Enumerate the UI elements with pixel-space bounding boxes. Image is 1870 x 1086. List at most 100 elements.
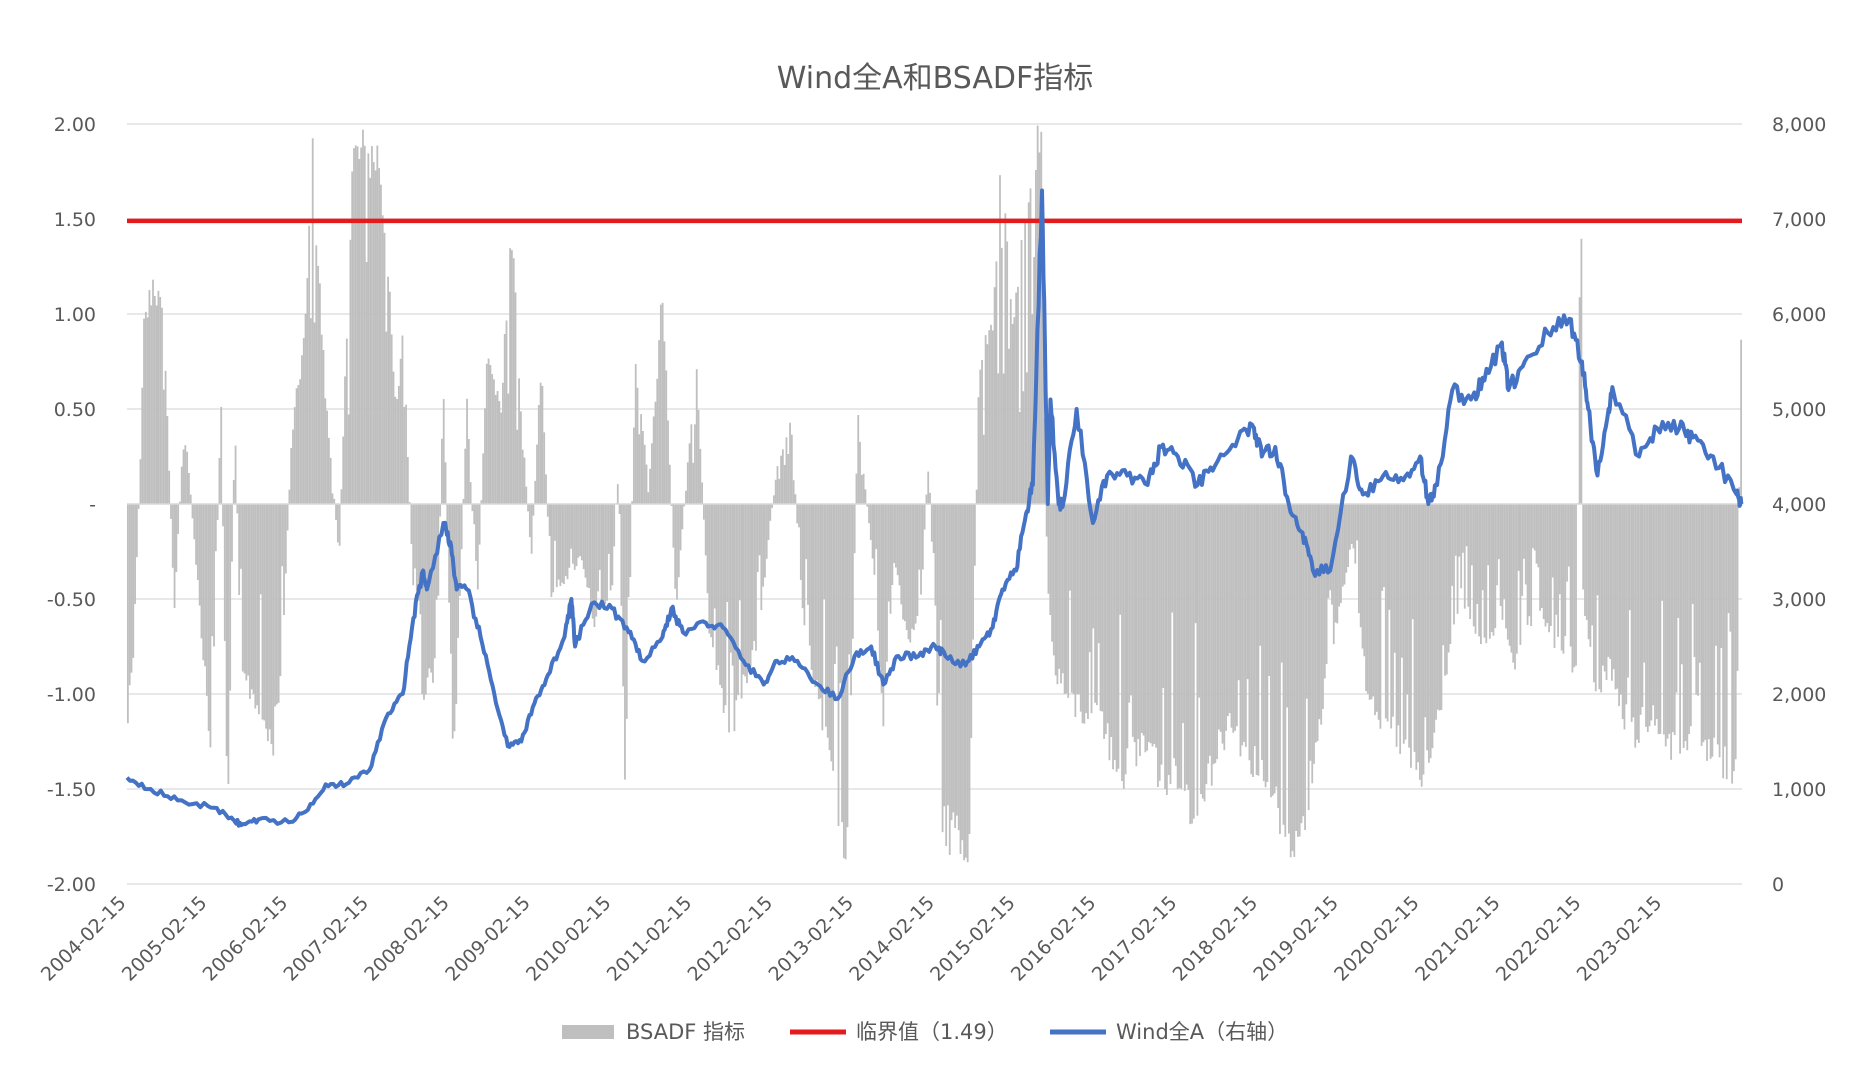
bsadf-bar bbox=[1569, 504, 1572, 647]
bsadf-bar bbox=[238, 504, 241, 596]
bsadf-bar bbox=[1088, 504, 1091, 653]
bsadf-bar bbox=[1584, 504, 1586, 616]
bsadf-bar bbox=[1686, 504, 1689, 751]
x-tick-label: 2010-02-15 bbox=[522, 892, 616, 986]
bsadf-bar bbox=[790, 434, 793, 504]
bsadf-bar bbox=[1300, 504, 1303, 824]
bsadf-bar bbox=[511, 250, 513, 504]
bsadf-bar bbox=[457, 504, 459, 638]
bsadf-bar bbox=[1418, 504, 1421, 780]
bsadf-bar bbox=[161, 307, 163, 504]
bsadf-bar bbox=[1318, 504, 1321, 720]
bsadf-bar bbox=[699, 448, 702, 504]
bsadf-bar bbox=[839, 504, 842, 684]
bsadf-bar bbox=[257, 504, 260, 715]
bsadf-bar bbox=[1325, 504, 1328, 664]
bsadf-bar bbox=[1221, 504, 1224, 744]
bsadf-bar bbox=[1349, 504, 1351, 550]
bsadf-bar bbox=[1650, 504, 1653, 721]
bsadf-bar bbox=[634, 364, 637, 504]
bsadf-bar bbox=[279, 504, 282, 677]
bsadf-bar bbox=[1031, 314, 1034, 504]
bsadf-bar bbox=[966, 504, 969, 863]
bsadf-bar bbox=[1528, 504, 1531, 617]
bsadf-bar bbox=[1076, 504, 1079, 695]
bsadf-bar bbox=[1183, 504, 1186, 791]
bsadf-bar bbox=[1189, 504, 1192, 825]
bsadf-bar bbox=[247, 504, 250, 676]
bsadf-bar bbox=[1736, 504, 1739, 671]
bsadf-bar bbox=[1160, 504, 1163, 765]
right-tick-label: 7,000 bbox=[1772, 209, 1826, 231]
bsadf-bar bbox=[1573, 504, 1576, 668]
bsadf-bar bbox=[1228, 504, 1231, 714]
bsadf-bar bbox=[600, 504, 603, 607]
bsadf-bar bbox=[1230, 504, 1233, 728]
bsadf-bar bbox=[563, 504, 565, 585]
bsadf-bar bbox=[864, 489, 867, 504]
bsadf-bar bbox=[353, 148, 355, 504]
bsadf-bar bbox=[927, 471, 930, 504]
bsadf-bar bbox=[1095, 504, 1098, 706]
bsadf-bar bbox=[1144, 504, 1147, 753]
bsadf-bar bbox=[362, 129, 364, 505]
bsadf-bar bbox=[991, 330, 994, 504]
bsadf-bar bbox=[1655, 504, 1658, 720]
bsadf-bar bbox=[1449, 504, 1452, 645]
bsadf-bar bbox=[1460, 504, 1463, 589]
bsadf-bar bbox=[643, 444, 646, 504]
bsadf-bar bbox=[496, 391, 499, 504]
bsadf-bar bbox=[421, 504, 424, 695]
legend: BSADF 指标 临界值（1.49） Wind全A（右轴） bbox=[562, 1020, 1288, 1044]
bsadf-bar bbox=[1654, 504, 1656, 726]
bsadf-bar bbox=[1593, 504, 1595, 683]
bsadf-bar bbox=[1429, 504, 1432, 759]
bsadf-bar bbox=[1607, 504, 1610, 657]
bsadf-bar bbox=[381, 215, 384, 505]
bsadf-bar bbox=[1659, 504, 1662, 734]
bsadf-bar bbox=[1234, 504, 1236, 731]
bsadf-bar bbox=[313, 322, 316, 504]
bsadf-bar bbox=[1121, 504, 1123, 782]
bsadf-bar bbox=[938, 504, 940, 693]
bsadf-bar bbox=[1524, 504, 1527, 585]
bsadf-bar bbox=[783, 465, 786, 504]
bsadf-bar bbox=[128, 504, 131, 686]
bsadf-bar bbox=[1488, 504, 1491, 639]
bsadf-bar bbox=[259, 504, 262, 595]
bsadf-bar bbox=[1201, 504, 1204, 799]
bsadf-bar bbox=[789, 422, 791, 504]
bsadf-bar bbox=[1216, 504, 1219, 760]
bsadf-bar bbox=[851, 504, 854, 639]
bsadf-bar bbox=[663, 341, 666, 504]
bsadf-bar bbox=[593, 504, 596, 628]
bsadf-bar bbox=[1045, 504, 1048, 537]
bsadf-bar bbox=[652, 416, 655, 504]
bsadf-bar bbox=[941, 504, 944, 833]
bsadf-bar bbox=[900, 504, 903, 605]
bsadf-bar bbox=[588, 504, 590, 589]
bsadf-bar bbox=[1474, 504, 1477, 634]
bsadf-bar bbox=[344, 376, 346, 504]
bsadf-bar bbox=[1022, 391, 1025, 504]
bsadf-bar bbox=[1270, 504, 1272, 798]
bsadf-bar bbox=[1549, 504, 1552, 626]
bsadf-bar bbox=[882, 504, 885, 727]
bsadf-bar bbox=[439, 504, 442, 517]
bsadf-bar bbox=[1246, 504, 1249, 680]
bsadf-bar bbox=[306, 278, 309, 504]
bsadf-bar bbox=[265, 504, 267, 729]
x-tick-label: 2008-02-15 bbox=[360, 892, 454, 986]
bsadf-bar bbox=[690, 424, 693, 504]
bsadf-bar bbox=[984, 335, 987, 504]
bsadf-bar bbox=[661, 302, 664, 504]
bsadf-bar bbox=[1293, 504, 1296, 857]
bsadf-bar bbox=[1322, 504, 1324, 709]
bsadf-bar bbox=[1578, 297, 1581, 504]
bsadf-bar bbox=[277, 504, 280, 703]
bsadf-bar bbox=[367, 153, 370, 505]
bsadf-bar bbox=[1374, 504, 1376, 716]
bsadf-bar bbox=[534, 480, 537, 504]
bsadf-bar bbox=[1560, 504, 1563, 651]
bsadf-bar bbox=[1413, 504, 1416, 752]
